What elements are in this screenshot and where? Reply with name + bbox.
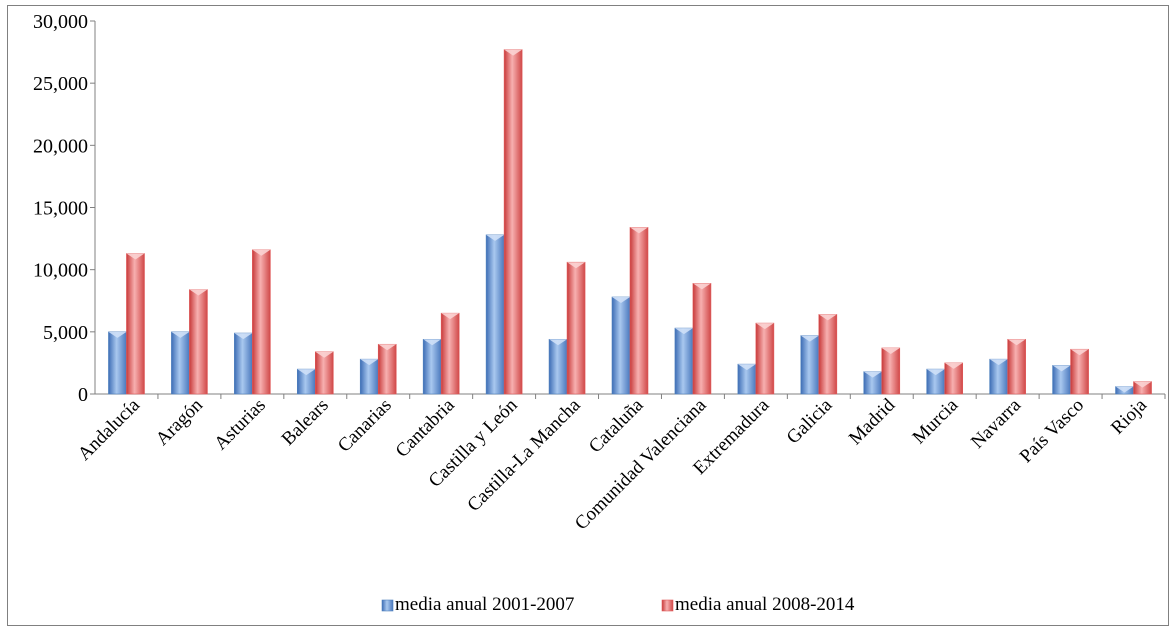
bar-series-2 [377, 343, 397, 395]
category-label: Murcia [909, 394, 963, 448]
bar-cap [378, 344, 397, 351]
category-label: Castilla-La Mancha [463, 394, 585, 516]
bar-series-1 [171, 331, 190, 395]
bar-series-2 [1007, 338, 1026, 395]
y-tick-label: 25,000 [33, 73, 88, 95]
bar-cap [989, 359, 1008, 366]
bar-series-1 [422, 338, 442, 395]
bar-cap [692, 283, 711, 290]
bar-series-2 [503, 49, 523, 395]
bar-cap [737, 364, 756, 371]
bar-series-2 [1070, 348, 1089, 395]
bar-cap [504, 49, 523, 56]
bar-series-1 [485, 234, 505, 395]
bar-series-1 [548, 338, 568, 395]
bar-cap [234, 333, 253, 340]
bar-cap [1052, 365, 1071, 372]
bar-series-2 [189, 289, 208, 395]
category-label: Rioja [1107, 394, 1151, 438]
bar-cap [441, 313, 460, 320]
bar-cap [567, 262, 586, 269]
legend-swatch [661, 599, 674, 612]
bar-cap [423, 339, 442, 346]
legend-label: media anual 2001-2007 [395, 594, 574, 615]
axes: 0 5,000 10,000 15,000 20,000 25,000 30,000 [33, 11, 1166, 406]
bar-series-2 [314, 351, 334, 395]
bars [108, 49, 1152, 395]
category-label: Asturias [210, 395, 270, 455]
bar-cap [360, 359, 379, 366]
bar-series-2 [881, 347, 901, 395]
bar-cap [674, 328, 693, 335]
bar-series-2 [566, 261, 586, 395]
category-label: Galicia [783, 394, 837, 448]
legend: media anual 2001-2007 media anual 2008-20… [381, 594, 855, 615]
bar-series-1 [611, 296, 631, 395]
bar-cap [612, 297, 630, 304]
bar-cap [755, 323, 774, 330]
bar-cap [818, 314, 837, 321]
bar-series-1 [674, 327, 694, 395]
bar-cap [549, 339, 568, 346]
bar-series-2 [252, 249, 271, 395]
bar-series-2 [818, 314, 838, 395]
y-tick-label: 20,000 [33, 135, 88, 157]
bar-series-2 [629, 227, 649, 395]
bar-cap [297, 369, 316, 376]
bar-cap [863, 371, 882, 378]
bar-cap [126, 253, 145, 260]
category-label: Aragón [152, 394, 207, 449]
bar-cap [1070, 349, 1089, 356]
category-label: Balears [278, 395, 333, 450]
bar-series-1 [108, 331, 127, 395]
bar-cap [1115, 386, 1134, 393]
bar-cap [252, 249, 271, 256]
category-label: País Vasco [1016, 395, 1088, 467]
bar-cap [171, 331, 190, 338]
legend-swatch [381, 599, 394, 612]
bar-cap [944, 362, 963, 369]
bar-series-2 [126, 253, 145, 395]
bar-cap [1007, 339, 1026, 346]
bar-cap [926, 369, 945, 376]
bar-series-2 [692, 283, 712, 395]
bar-cap [189, 289, 208, 296]
category-label: Madrid [845, 394, 900, 449]
category-label: Canarias [334, 395, 396, 457]
y-tick-label: 30,000 [33, 11, 88, 33]
bar-cap [486, 234, 505, 241]
legend-label: media anual 2008-2014 [675, 594, 855, 615]
y-tick-label: 10,000 [33, 260, 88, 282]
category-label: Cataluña [585, 394, 648, 457]
y-tick-label: 5,000 [43, 322, 88, 344]
labels: Andalucía Aragón Asturias Balears CanariasCa… [74, 394, 1152, 534]
bar-series-1 [800, 335, 820, 395]
bar-series-2 [755, 322, 775, 395]
y-tick-label: 0 [78, 384, 88, 406]
bar-series-1 [234, 332, 253, 395]
y-tick-label: 15,000 [33, 198, 88, 220]
bar-cap [1133, 381, 1152, 388]
bar-cap [315, 351, 334, 358]
category-label: Navarra [967, 394, 1026, 453]
bar-cap [108, 331, 127, 338]
bar-cap [881, 347, 900, 354]
bar-series-2 [440, 312, 460, 395]
bar-cap [630, 227, 648, 234]
bar-cap [800, 335, 819, 342]
